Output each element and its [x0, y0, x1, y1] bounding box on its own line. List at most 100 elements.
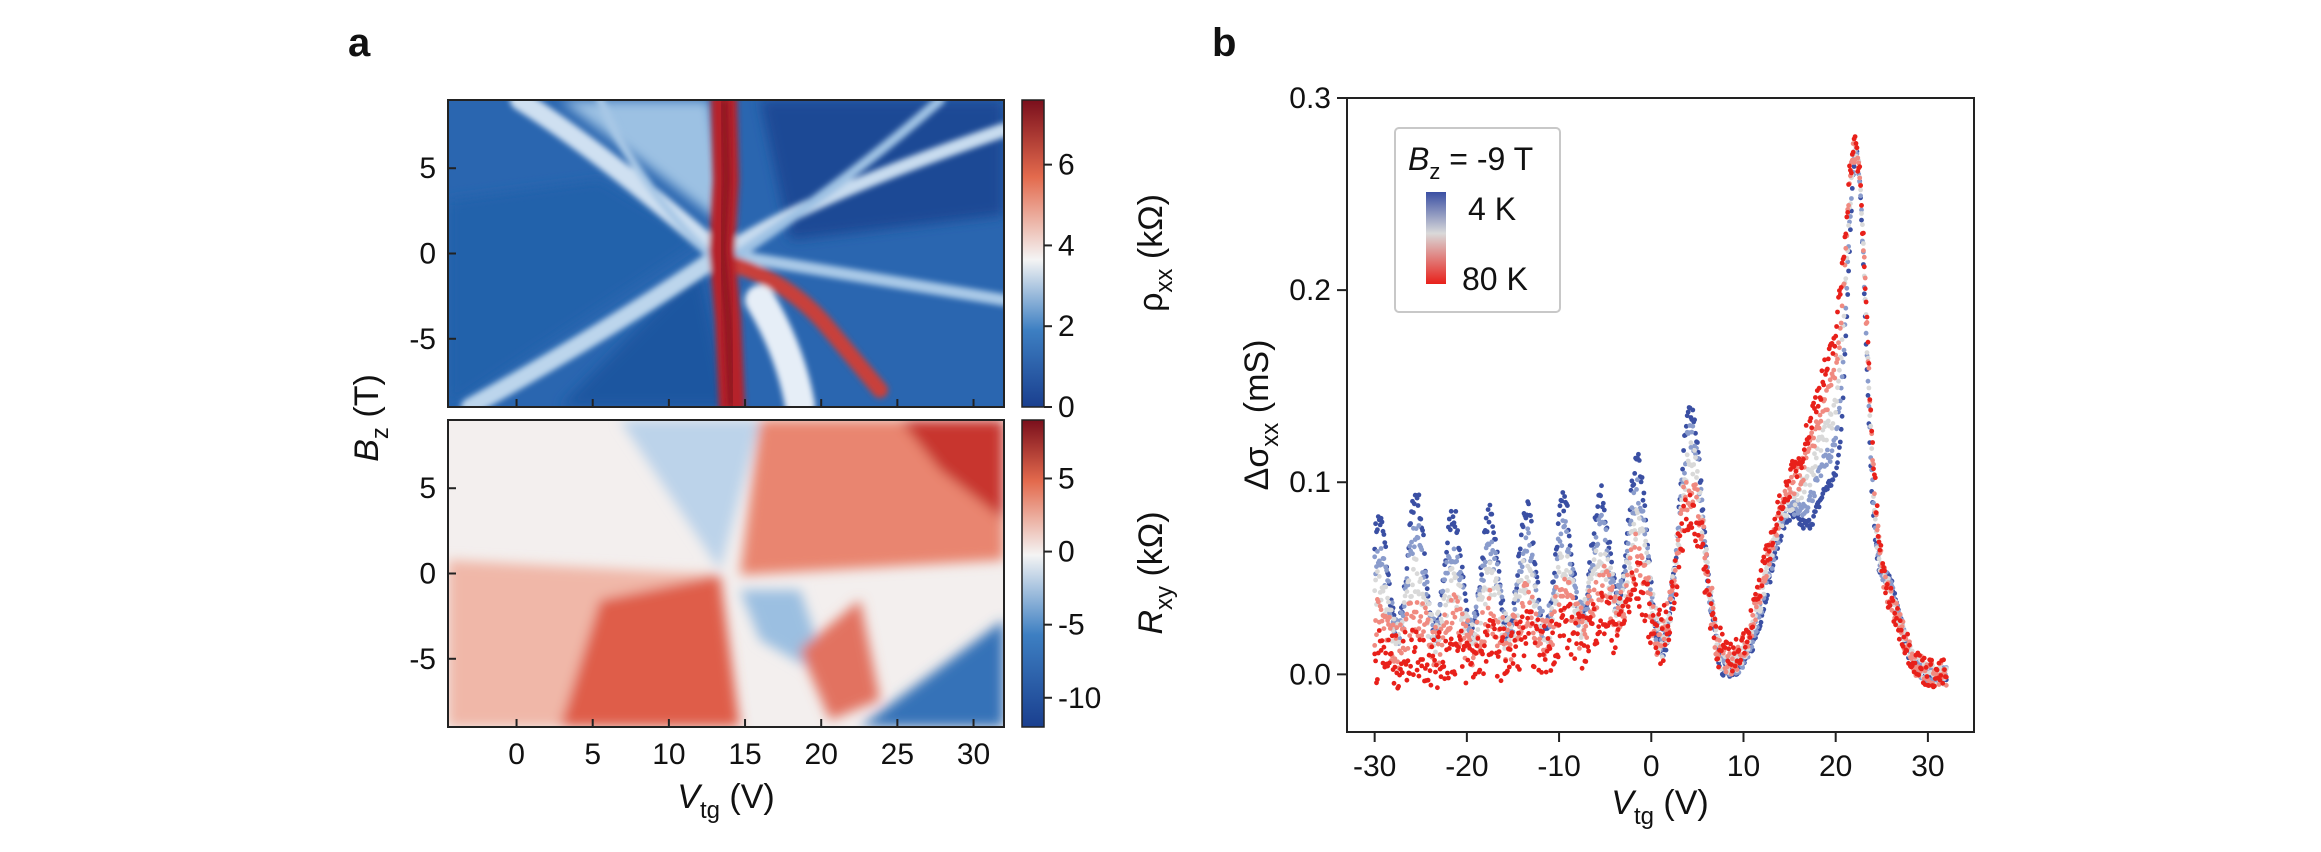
data-point: [1474, 643, 1480, 649]
data-point: [1722, 645, 1728, 650]
panel-b-ytick-label: 0.2: [1289, 274, 1331, 307]
data-point: [1520, 524, 1526, 530]
data-point: [1877, 547, 1883, 553]
data-point: [1421, 532, 1426, 538]
data-point: [1748, 608, 1754, 613]
data-point: [1676, 525, 1682, 531]
panel-a-xtick-label: 20: [805, 738, 838, 771]
heatmap-rho-light-lobe: [745, 285, 815, 407]
data-point: [1446, 646, 1452, 651]
data-point: [1887, 603, 1893, 608]
heatmap-rho-xx: [448, 100, 1004, 407]
data-point: [1835, 460, 1840, 466]
data-point: [1895, 606, 1900, 611]
colorbar-tick-label: 6: [1058, 149, 1075, 182]
data-point: [1695, 440, 1700, 445]
data-point: [1452, 614, 1458, 620]
data-point: [1412, 645, 1418, 650]
data-point: [1787, 518, 1792, 523]
data-point: [1894, 615, 1899, 621]
data-point: [1730, 656, 1735, 662]
data-point: [1513, 644, 1519, 649]
data-point: [1898, 627, 1904, 633]
data-point: [1400, 638, 1406, 644]
data-point: [1614, 590, 1620, 596]
data-point: [1442, 577, 1448, 583]
data-point: [1588, 598, 1594, 603]
panel-a-xlabel: Vtg (V): [677, 778, 774, 824]
data-point: [1574, 641, 1579, 647]
data-point: [1495, 586, 1501, 592]
data-point: [1622, 618, 1627, 624]
heatmap-rxy-blue-lower-right: [860, 620, 1004, 727]
data-point: [1433, 624, 1438, 630]
data-point: [1846, 223, 1851, 228]
data-point: [1772, 516, 1778, 522]
data-point: [1695, 487, 1700, 492]
data-point: [1862, 286, 1868, 292]
data-point: [1374, 564, 1379, 569]
data-point: [1484, 570, 1490, 575]
data-point: [1683, 423, 1689, 429]
heatmap-r-xy: [448, 420, 1004, 727]
data-point: [1859, 217, 1864, 223]
data-point: [1459, 611, 1465, 617]
data-point: [1689, 525, 1695, 530]
data-point: [1813, 395, 1818, 400]
data-point: [1384, 567, 1389, 573]
data-point: [1580, 613, 1586, 619]
data-point: [1862, 275, 1868, 281]
panel-a-axes: -5 0 5 -5 0 5 0 5 10 15 20 25 30: [409, 152, 990, 771]
data-point: [1403, 662, 1409, 667]
data-point: [1465, 657, 1471, 663]
data-point: [1812, 493, 1817, 499]
data-point: [1448, 508, 1454, 514]
data-point: [1889, 607, 1895, 613]
data-point: [1865, 339, 1871, 345]
colorbar-tick-label: 2: [1058, 310, 1075, 343]
data-point: [1835, 356, 1840, 362]
data-point: [1495, 619, 1501, 625]
data-point: [1773, 526, 1779, 532]
data-point: [1525, 526, 1531, 532]
data-point: [1825, 356, 1831, 362]
data-point: [1843, 245, 1849, 251]
data-point: [1844, 285, 1850, 291]
data-point: [1482, 639, 1487, 645]
data-point: [1618, 609, 1624, 614]
data-point: [1726, 646, 1732, 652]
data-point: [1897, 612, 1903, 617]
data-point: [1565, 503, 1570, 508]
data-point: [1570, 578, 1576, 584]
data-point: [1601, 631, 1607, 637]
data-point: [1542, 657, 1548, 662]
data-point: [1451, 546, 1457, 552]
data-point: [1496, 590, 1502, 596]
data-point: [1835, 425, 1840, 430]
data-point: [1687, 492, 1693, 498]
data-point: [1553, 574, 1559, 579]
data-point: [1379, 561, 1385, 567]
data-point: [1586, 648, 1591, 654]
data-point: [1423, 610, 1429, 616]
data-point: [1818, 418, 1824, 424]
panel-b-xtick-label: 0: [1643, 750, 1660, 783]
data-point: [1387, 660, 1392, 666]
data-point: [1754, 629, 1759, 634]
data-point: [1506, 637, 1512, 643]
data-point: [1839, 413, 1845, 419]
data-point: [1646, 559, 1651, 565]
data-point: [1893, 622, 1898, 628]
heatmap-rxy-red-upper-corner: [900, 420, 1004, 520]
panel-a-label: a: [348, 21, 371, 65]
data-point: [1790, 479, 1796, 485]
data-point: [1445, 570, 1450, 576]
data-point: [1553, 584, 1559, 590]
data-point: [1614, 633, 1620, 638]
data-point: [1825, 418, 1831, 424]
data-point: [1482, 559, 1488, 565]
data-point: [1373, 521, 1378, 527]
data-point: [1818, 448, 1824, 453]
data-point: [1470, 622, 1475, 627]
panel-a-xtick-label: 10: [652, 738, 685, 771]
